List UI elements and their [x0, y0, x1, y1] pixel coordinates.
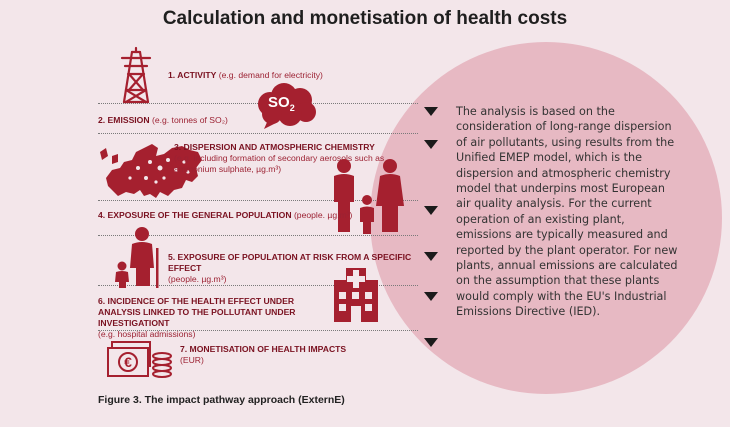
step-7: 7. MONETISATION OF HEALTH IMPACTS (EUR) [180, 344, 346, 366]
description-text: The analysis is based on the considerati… [456, 105, 678, 319]
arrow-down-icon [424, 140, 438, 149]
step-4: 4. EXPOSURE OF THE GENERAL POPULATION (p… [98, 210, 352, 221]
cloud-icon [258, 83, 316, 129]
cloud-formula: SO [268, 94, 290, 111]
step-detail: (e.g. including formation of secondary a… [174, 153, 385, 174]
divider [98, 235, 418, 236]
highlight-circle [370, 42, 722, 394]
divider [98, 330, 418, 331]
hospital-icon [334, 268, 378, 322]
svg-text:€: € [124, 354, 132, 370]
divider [98, 103, 418, 104]
arrow-down-icon [424, 292, 438, 301]
step-detail: (e.g. hospital admissions) [98, 329, 196, 339]
family-icon [334, 159, 404, 234]
step-detail: (e.g. demand for electricity) [218, 70, 323, 80]
arrow-down-icon [424, 338, 438, 347]
figure-caption: Figure 3. The impact pathway approach (E… [98, 394, 345, 406]
divider [98, 200, 418, 201]
step-detail: (EUR) [180, 355, 204, 365]
step-label: 2. EMISSION [98, 115, 150, 125]
step-detail: (people. µg.m³) [293, 210, 353, 220]
step-6: 6. INCIDENCE OF THE HEALTH EFFECT UNDER … [98, 296, 328, 340]
page-title: Calculation and monetisation of health c… [162, 8, 568, 29]
money-icon: € [107, 341, 172, 378]
step-2: 2. EMISSION (e.g. tonnes of SO₂) [98, 115, 228, 126]
step-detail: (people. µg.m³) [168, 274, 227, 284]
arrow-down-icon [424, 107, 438, 116]
cloud-subscript: 2 [289, 103, 295, 113]
step-label: 7. MONETISATION OF HEALTH IMPACTS [180, 344, 347, 354]
divider [98, 133, 418, 134]
cloud-label: SO2 [268, 94, 295, 113]
pylon-icon [120, 46, 152, 104]
step-label: 1. ACTIVITY [168, 70, 217, 80]
europe-map-icon [100, 144, 202, 198]
step-label: 4. EXPOSURE OF THE GENERAL POPULATION [98, 210, 292, 220]
elderly-child-icon [115, 227, 159, 288]
arrow-down-icon [424, 206, 438, 215]
step-detail: (e.g. tonnes of SO₂) [151, 115, 228, 125]
step-1: 1. ACTIVITY (e.g. demand for electricity… [168, 70, 323, 81]
step-label: 5. EXPOSURE OF POPULATION AT RISK FROM A… [168, 252, 412, 273]
step-5: 5. EXPOSURE OF POPULATION AT RISK FROM A… [168, 252, 418, 285]
step-3: 3. DISPERSION AND ATMOSPHERIC CHEMISTRY … [174, 142, 418, 175]
arrow-down-icon [424, 252, 438, 261]
step-label: 6. INCIDENCE OF THE HEALTH EFFECT UNDER … [98, 296, 296, 328]
step-label: 3. DISPERSION AND ATMOSPHERIC CHEMISTRY [174, 142, 375, 152]
divider [98, 285, 418, 286]
